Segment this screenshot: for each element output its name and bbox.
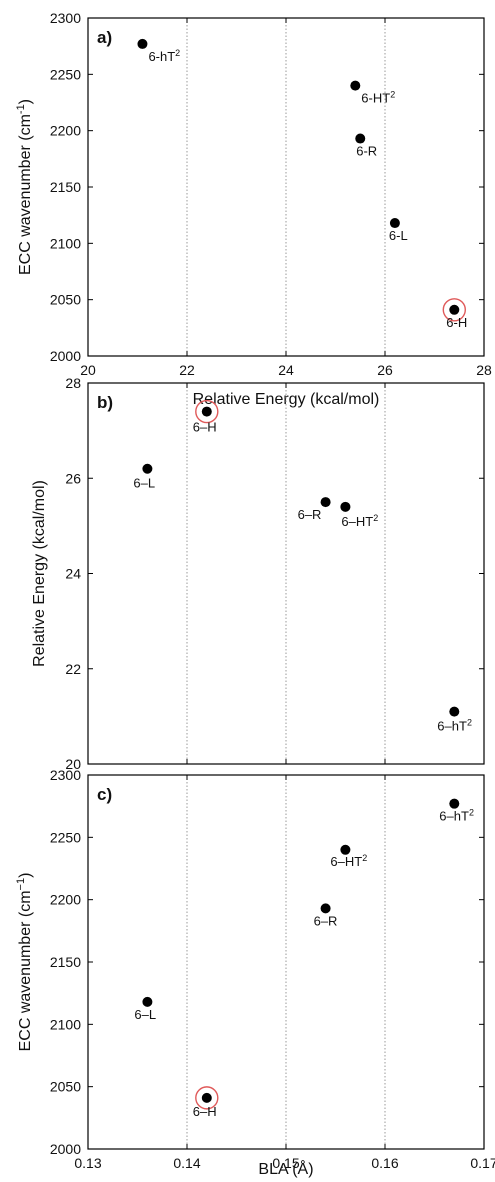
y-axis-label: Relative Energy (kcal/mol) [31,480,48,667]
x-tick-label: 0.13 [74,1155,101,1171]
highlight-ring [195,1086,219,1110]
y-tick-label: 2000 [50,1141,81,1157]
point-label: 6-HT2 [361,90,395,106]
point-label: 6–hT2 [437,718,472,734]
x-tick-label: 24 [278,362,294,378]
data-point [201,406,212,417]
data-point [142,996,153,1007]
y-tick-label: 26 [65,470,81,486]
highlight-ring [195,399,219,424]
y-tick-label: 2100 [50,1016,81,1032]
x-tick-label: 0.17 [470,1155,495,1171]
panel-2: 20 22 24 26 28 b) Relative Energy (kcal/mol) 6–… [31,375,485,772]
y-tick-label: 2050 [50,1079,81,1095]
data-point [449,706,460,717]
y-tick-label: 22 [65,661,81,677]
y-tick-label: 2200 [50,123,81,139]
point-label: 6-R [356,144,377,159]
x-tick-label: 26 [377,362,393,378]
point-label: 6–H [193,1104,217,1119]
data-point [340,844,351,855]
x-tick-label: 20 [80,362,96,378]
point-label: 6-L [389,228,408,243]
y-tick-label: 2300 [50,10,81,26]
y-tick-label: 2150 [50,954,81,970]
data-point [142,463,153,474]
panel-3: 0.13 0.14 0.15 0.16 0.17 2000 2050 2100 2150 2200… [15,767,495,1178]
panel-1: 20 22 24 26 28 2000 2050 2100 2150 2200 2250 2300 a)… [15,10,492,408]
data-point [350,80,361,91]
point-label: 6–hT2 [439,808,474,824]
point-label: 6–HT2 [330,853,367,869]
data-point [201,1092,212,1103]
y-tick-label: 2250 [50,829,81,845]
y-tick-label: 2250 [50,66,81,82]
point-label: 6–L [134,1007,156,1022]
data-point [137,38,148,49]
point-label: 6-hT2 [148,48,180,64]
y-tick-label: 2300 [50,767,81,783]
point-label: 6–H [193,420,217,435]
y-axis-label: ECC wavenumber (cm-1) [15,99,34,275]
point-label: 6–R [298,507,322,522]
data-point [389,218,400,229]
highlight-ring [442,298,466,322]
data-point [320,903,331,914]
y-tick-label: 2000 [50,348,81,364]
data-point [340,501,351,512]
x-axis-label: BLA (Å) [258,1159,313,1178]
data-point [320,497,331,508]
y-tick-label: 20 [65,756,81,772]
y-tick-label: 2150 [50,179,81,195]
data-point [355,133,366,144]
y-tick-label: 24 [65,566,81,582]
y-tick-label: 28 [65,375,81,391]
panel-label: b) [97,393,113,412]
point-label: 6–R [314,913,338,928]
point-label: 6–HT2 [341,513,378,529]
y-tick-label: 2050 [50,292,81,308]
y-axis-label: ECC wavenumber (cm−1) [15,873,34,1052]
x-tick-label: 28 [476,362,492,378]
x-axis-label: Relative Energy (kcal/mol) [193,391,380,408]
y-tick-label: 2200 [50,892,81,908]
x-tick-label: 22 [179,362,195,378]
x-tick-label: 0.14 [173,1155,200,1171]
panel-label: a) [97,28,112,47]
x-tick-label: 0.15 [272,1155,299,1171]
panel-label: c) [97,785,112,804]
data-point [449,304,460,315]
data-point [449,798,460,809]
x-tick-label: 0.16 [371,1155,398,1171]
y-tick-label: 2100 [50,235,81,251]
point-label: 6–L [133,476,155,491]
point-label: 6-H [446,315,467,330]
